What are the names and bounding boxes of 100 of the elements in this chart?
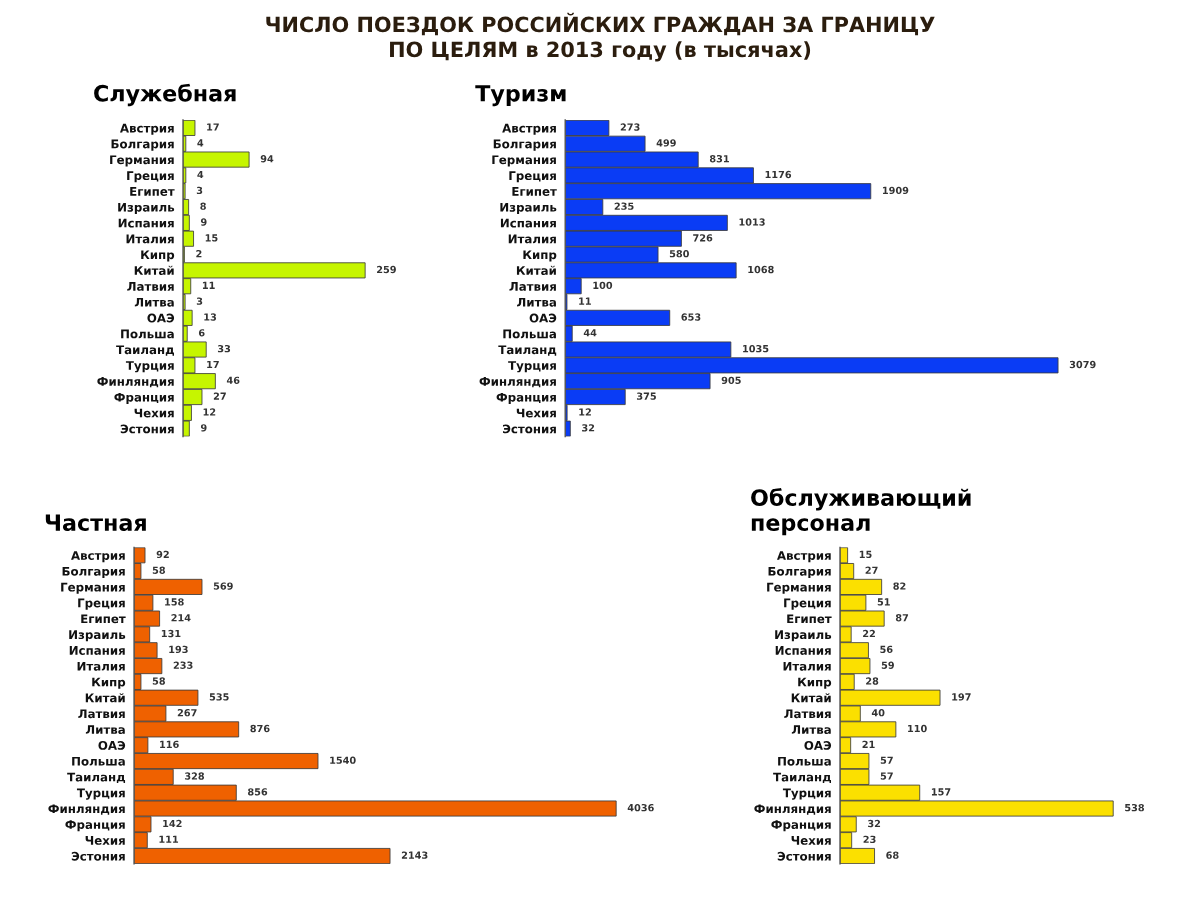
y-tick-label: Эстония: [503, 424, 556, 434]
data-label: 876: [250, 724, 270, 733]
y-tick-label: Германия: [767, 582, 831, 594]
data-label: 1540: [330, 756, 356, 764]
data-label: 4036: [627, 803, 654, 812]
data-label: 375: [636, 392, 656, 400]
y-tick-label: Австрия: [776, 551, 831, 563]
y-tick-label: Болгария: [493, 139, 556, 151]
data-label: 32: [868, 819, 881, 828]
y-tick-label: Испания: [775, 646, 831, 655]
y-tick-label: Чехия: [134, 408, 174, 418]
y-tick-label: Финляндия: [48, 804, 125, 815]
y-tick-label: Польша: [778, 756, 831, 766]
data-label: 1176: [765, 170, 792, 179]
y-tick-label: Таиланд: [67, 772, 126, 783]
data-label: 58: [152, 677, 166, 685]
data-label: 13: [204, 313, 217, 321]
y-tick-label: ОАЭ: [529, 313, 557, 323]
y-tick-label: Германия: [492, 155, 556, 167]
y-tick-label: Эстония: [120, 424, 174, 434]
data-label: 58: [152, 566, 166, 574]
data-label: 8: [200, 202, 206, 210]
data-label: 27: [213, 392, 226, 400]
y-tick-label: Литва: [85, 725, 125, 735]
data-label: 11: [202, 281, 215, 289]
y-tick-label: Болгария: [62, 566, 125, 579]
data-label: 2143: [401, 851, 428, 859]
data-label: 535: [209, 693, 229, 701]
data-label: 23: [863, 835, 876, 843]
y-tick-label: Таиланд: [498, 345, 557, 356]
data-label: 116: [160, 740, 179, 749]
data-label: 157: [931, 788, 951, 796]
data-label: 51: [877, 598, 890, 606]
y-tick-label: ОАЭ: [804, 740, 832, 750]
y-tick-label: Польша: [72, 756, 125, 766]
y-tick-label: Таиланд: [773, 772, 831, 783]
y-tick-label: Греция: [784, 598, 831, 610]
y-tick-label: Италия: [126, 234, 174, 244]
y-tick-label: Латвия: [78, 709, 125, 719]
y-tick-label: Чехия: [791, 836, 831, 845]
y-tick-label: Китай: [516, 265, 556, 276]
data-label: 12: [203, 408, 216, 416]
y-tick-label: Финляндия: [97, 377, 174, 388]
y-tick-label: Польша: [503, 329, 556, 339]
data-label: 68: [886, 851, 899, 859]
data-label: 4: [197, 139, 204, 147]
y-tick-label: Испания: [69, 646, 125, 655]
y-tick-label: Германия: [61, 582, 125, 594]
data-label: 831: [709, 155, 729, 163]
data-label: 1068: [748, 265, 774, 274]
y-tick-label: Греция: [509, 171, 556, 183]
y-tick-label: Латвия: [127, 282, 174, 291]
data-label: 110: [908, 724, 927, 733]
data-label: 1909: [882, 186, 909, 195]
data-label: 499: [656, 139, 676, 147]
y-tick-label: Литва: [791, 725, 831, 735]
data-label: 9: [200, 424, 207, 432]
data-label: 905: [721, 376, 741, 384]
data-label: 56: [880, 645, 893, 654]
data-label: 9: [200, 218, 207, 226]
y-tick-label: Египет: [512, 187, 557, 196]
y-tick-label: Латвия: [509, 282, 556, 291]
data-label: 233: [173, 661, 193, 669]
y-tick-label: Израиль: [118, 202, 175, 214]
y-tick-label: Кипр: [141, 250, 175, 262]
data-label: 57: [880, 756, 893, 764]
y-tick-label: Израиль: [775, 630, 832, 642]
data-label: 82: [893, 582, 906, 590]
y-tick-label: Финляндия: [754, 804, 831, 815]
data-label: 273: [620, 123, 640, 131]
data-label: 6: [198, 329, 205, 337]
data-label: 538: [1125, 803, 1145, 812]
y-tick-label: Германия: [110, 155, 174, 167]
y-tick-label: Франция: [771, 820, 831, 832]
data-label: 235: [614, 202, 634, 210]
data-label: 4: [197, 170, 204, 179]
y-tick-label: Австрия: [71, 551, 125, 563]
y-tick-label: Болгария: [111, 139, 174, 151]
y-tick-label: Китай: [134, 265, 174, 276]
data-label: 1035: [743, 344, 769, 353]
y-tick-label: Кипр: [92, 677, 126, 689]
y-tick-label: Франция: [65, 820, 125, 832]
data-label: 21: [862, 740, 875, 748]
data-label: 197: [952, 693, 971, 701]
y-tick-label: Италия: [508, 234, 556, 244]
y-tick-label: Израиль: [69, 630, 126, 642]
data-label: 27: [865, 566, 878, 574]
y-tick-label: Польша: [121, 329, 174, 339]
data-label: 15: [859, 550, 872, 559]
y-tick-label: Эстония: [71, 851, 125, 861]
y-tick-label: ОАЭ: [98, 740, 126, 750]
y-tick-label: Латвия: [784, 709, 831, 719]
data-label: 569: [213, 582, 233, 590]
y-tick-label: Литва: [517, 297, 556, 307]
y-tick-label: Израиль: [500, 202, 557, 214]
y-tick-label: Литва: [134, 297, 174, 307]
text: ЧИСЛО ПОЕЗДОК РОССИЙСКИХ ГРАЖДАН ЗА ГРАНИЦУ ПО ЦЕЛЯМ в 2013 году (в тысячах): [266, 12, 935, 62]
y-tick-label: Египет: [787, 614, 832, 624]
data-label: 3: [196, 186, 203, 195]
y-tick-label: Австрия: [119, 123, 174, 135]
